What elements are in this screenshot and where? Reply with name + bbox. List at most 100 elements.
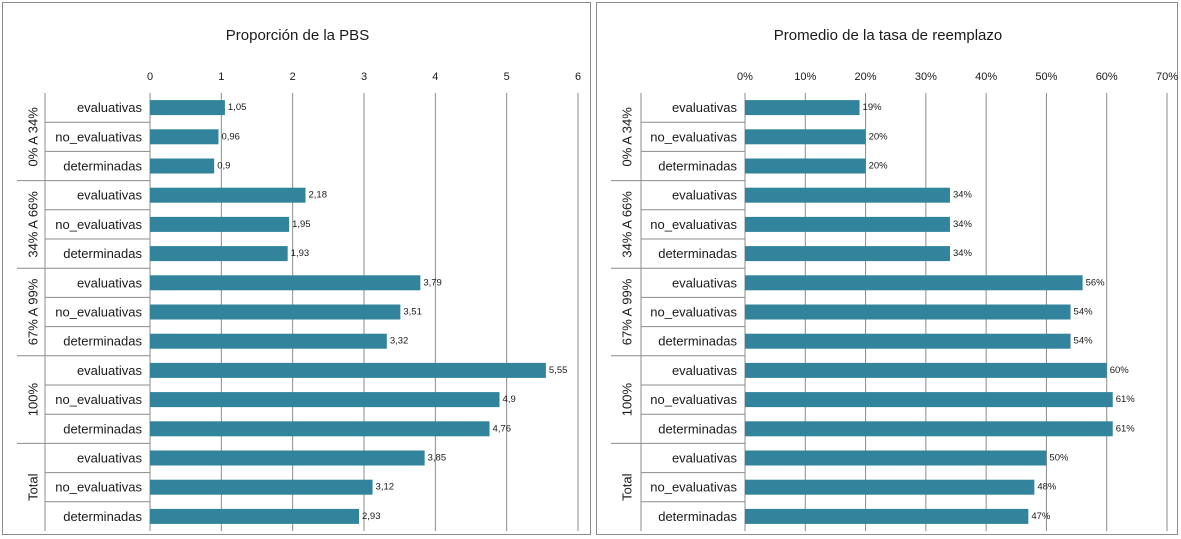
category-label: evaluativas xyxy=(77,188,143,203)
x-tick-label: 50% xyxy=(1035,71,1057,83)
bar xyxy=(150,275,420,290)
category-label: determinadas xyxy=(63,159,142,174)
x-tick-label: 10% xyxy=(794,71,816,83)
data-label: 3,12 xyxy=(376,482,395,493)
bar xyxy=(150,363,546,378)
group-label: 34% A 66% xyxy=(26,191,41,258)
x-tick-label: 30% xyxy=(915,71,937,83)
bar xyxy=(745,100,860,115)
data-label: 19% xyxy=(863,102,883,113)
data-label: 61% xyxy=(1116,423,1136,434)
data-label: 20% xyxy=(869,131,889,142)
data-label: 1,05 xyxy=(228,102,247,113)
category-label: evaluativas xyxy=(672,451,738,466)
data-label: 61% xyxy=(1116,394,1136,405)
group-label: Total xyxy=(26,473,41,501)
bar xyxy=(150,334,387,349)
bar xyxy=(150,159,214,174)
category-label: evaluativas xyxy=(77,275,143,290)
bar xyxy=(745,363,1107,378)
data-label: 48% xyxy=(1037,482,1057,493)
data-label: 4,76 xyxy=(493,423,512,434)
category-label: evaluativas xyxy=(672,100,738,115)
x-tick-label: 20% xyxy=(855,71,877,83)
chart-svg-tasa-reemplazo: Promedio de la tasa de reemplazo 0% 10% 20%… xyxy=(597,3,1179,536)
data-label: 3,85 xyxy=(428,453,447,464)
bar xyxy=(150,100,225,115)
data-label: 2,18 xyxy=(309,190,328,201)
bar xyxy=(745,480,1034,495)
category-label: determinadas xyxy=(658,509,737,524)
category-label: determinadas xyxy=(63,421,142,436)
bar xyxy=(745,334,1071,349)
bar xyxy=(150,188,306,203)
x-tick-label: 4 xyxy=(432,71,438,83)
bar xyxy=(150,451,425,466)
data-label: 3,51 xyxy=(403,307,422,318)
bar xyxy=(745,129,866,144)
data-label: 60% xyxy=(1110,365,1130,376)
category-label: evaluativas xyxy=(77,100,143,115)
x-tick-label: 5 xyxy=(504,71,510,83)
chart-panel-tasa-reemplazo: Promedio de la tasa de reemplazo 0% 10% 20%… xyxy=(596,2,1178,535)
category-label: determinadas xyxy=(63,509,142,524)
category-label: no_evaluativas xyxy=(55,129,142,144)
data-label: 3,32 xyxy=(390,336,409,347)
group-label: 67% A 99% xyxy=(26,278,41,345)
bar xyxy=(150,480,373,495)
group-label: 67% A 99% xyxy=(620,278,635,345)
chart-svg-pbs: Proporción de la PBS 0 1 2 3 4 5 6 0% A 34% evalu… xyxy=(3,3,592,536)
x-tick-label: 2 xyxy=(290,71,296,83)
group-label: 0% A 34% xyxy=(620,107,635,167)
data-label: 4,9 xyxy=(503,394,516,405)
category-label: no_evaluativas xyxy=(55,480,142,495)
category-label: determinadas xyxy=(63,334,142,349)
bar xyxy=(745,275,1083,290)
data-label: 34% xyxy=(953,248,973,259)
bar xyxy=(150,392,500,407)
x-tick-label: 6 xyxy=(575,71,581,83)
x-tick-label: 0 xyxy=(147,71,153,83)
x-tick-label: 3 xyxy=(361,71,367,83)
category-label: no_evaluativas xyxy=(650,217,737,232)
bar xyxy=(150,305,400,320)
category-label: determinadas xyxy=(63,246,142,261)
data-label: 5,55 xyxy=(549,365,568,376)
bar xyxy=(745,421,1113,436)
bar xyxy=(150,129,218,144)
x-tick-label: 0% xyxy=(737,71,753,83)
category-label: evaluativas xyxy=(672,275,738,290)
bar xyxy=(745,188,950,203)
data-label: 2,93 xyxy=(362,511,381,522)
bar xyxy=(150,421,490,436)
data-label: 56% xyxy=(1086,277,1106,288)
category-label: evaluativas xyxy=(77,451,143,466)
bar xyxy=(745,305,1071,320)
category-label: no_evaluativas xyxy=(650,480,737,495)
category-label: no_evaluativas xyxy=(55,217,142,232)
x-tick-label: 1 xyxy=(218,71,224,83)
category-label: no_evaluativas xyxy=(650,392,737,407)
category-label: evaluativas xyxy=(77,363,143,378)
x-tick-label: 40% xyxy=(975,71,997,83)
category-label: determinadas xyxy=(658,421,737,436)
group-label: 0% A 34% xyxy=(26,107,41,167)
x-tick-label: 70% xyxy=(1156,71,1178,83)
bar xyxy=(150,509,359,524)
category-label: evaluativas xyxy=(672,188,738,203)
group-label: 100% xyxy=(26,383,41,417)
category-label: determinadas xyxy=(658,334,737,349)
category-label: evaluativas xyxy=(672,363,738,378)
category-label: no_evaluativas xyxy=(55,305,142,320)
category-label: no_evaluativas xyxy=(55,392,142,407)
group-label: 34% A 66% xyxy=(620,191,635,258)
data-label: 54% xyxy=(1074,307,1094,318)
group-label: 100% xyxy=(620,383,635,417)
data-label: 34% xyxy=(953,219,973,230)
bar xyxy=(150,246,288,261)
bar xyxy=(745,451,1046,466)
chart-panel-pbs: Proporción de la PBS 0 1 2 3 4 5 6 0% A 34% evalu… xyxy=(2,2,591,535)
bar xyxy=(745,246,950,261)
bar xyxy=(745,509,1028,524)
bar xyxy=(150,217,289,232)
